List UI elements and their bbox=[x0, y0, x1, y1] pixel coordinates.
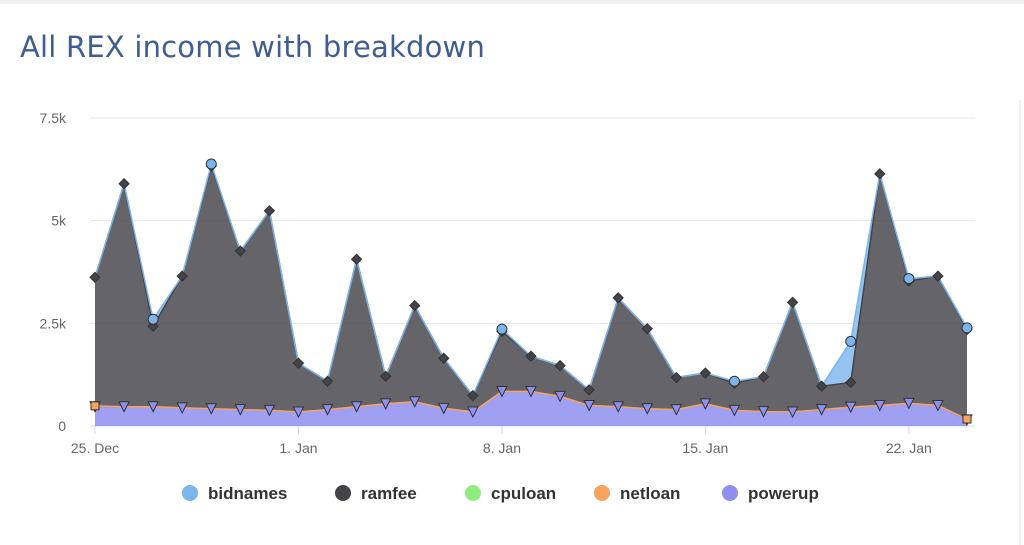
y-tick-label: 0 bbox=[58, 418, 66, 434]
area-powerup bbox=[95, 391, 967, 426]
legend-swatch bbox=[335, 485, 351, 501]
area-ramfee bbox=[95, 166, 967, 419]
point-powerup[interactable] bbox=[554, 390, 566, 403]
series-areas bbox=[95, 164, 967, 426]
legend-swatch bbox=[465, 485, 481, 501]
point-ramfee[interactable] bbox=[118, 177, 130, 190]
legend-swatch bbox=[722, 485, 738, 501]
point-powerup[interactable] bbox=[205, 403, 218, 415]
point-netloan[interactable] bbox=[962, 414, 972, 424]
point-ramfee[interactable] bbox=[89, 271, 101, 284]
point-powerup[interactable] bbox=[379, 398, 392, 410]
point-powerup[interactable] bbox=[496, 386, 508, 398]
point-bidnames[interactable] bbox=[903, 273, 915, 285]
point-powerup[interactable] bbox=[757, 406, 770, 418]
point-powerup[interactable] bbox=[467, 406, 479, 419]
x-tick-label: 1. Jan bbox=[279, 440, 317, 456]
legend-item-cpuloan[interactable]: cpuloan bbox=[465, 484, 556, 503]
point-powerup[interactable] bbox=[292, 406, 305, 419]
point-ramfee[interactable] bbox=[438, 352, 450, 364]
point-bidnames[interactable] bbox=[728, 375, 740, 387]
x-tick-label: 25. Dec bbox=[71, 440, 119, 456]
point-powerup[interactable] bbox=[263, 404, 276, 417]
point-bidnames[interactable] bbox=[147, 313, 159, 325]
point-ramfee[interactable] bbox=[409, 299, 421, 312]
point-ramfee[interactable] bbox=[932, 270, 944, 282]
legend-label: cpuloan bbox=[491, 484, 556, 503]
x-tick-label: 8. Jan bbox=[483, 440, 521, 456]
point-powerup[interactable] bbox=[408, 396, 421, 408]
point-powerup[interactable] bbox=[932, 399, 944, 412]
point-bidnames[interactable] bbox=[496, 323, 508, 335]
point-powerup[interactable] bbox=[786, 406, 799, 419]
point-ramfee[interactable] bbox=[554, 359, 566, 372]
point-ramfee[interactable] bbox=[786, 296, 799, 309]
y-tick-label: 7.5k bbox=[40, 110, 67, 126]
point-powerup[interactable] bbox=[641, 403, 654, 415]
point-powerup[interactable] bbox=[612, 401, 625, 413]
point-ramfee[interactable] bbox=[757, 371, 770, 383]
point-bidnames[interactable] bbox=[845, 335, 857, 347]
x-axis: 25. Dec 1. Jan 8. Jan 15. Jan 22. Jan bbox=[71, 426, 932, 456]
point-ramfee[interactable] bbox=[234, 245, 247, 257]
point-powerup[interactable] bbox=[118, 401, 130, 413]
point-ramfee[interactable] bbox=[263, 205, 276, 217]
point-powerup[interactable] bbox=[234, 404, 247, 416]
point-powerup[interactable] bbox=[903, 397, 915, 410]
legend-item-powerup[interactable]: powerup bbox=[722, 484, 819, 503]
point-powerup[interactable] bbox=[525, 386, 537, 398]
legend-swatch bbox=[594, 485, 610, 501]
point-powerup[interactable] bbox=[699, 398, 712, 410]
point-ramfee[interactable] bbox=[292, 357, 305, 369]
chart-title: All REX income with breakdown bbox=[20, 30, 486, 64]
x-tick-label: 15. Jan bbox=[682, 440, 728, 456]
series-markers bbox=[89, 158, 973, 426]
point-powerup[interactable] bbox=[583, 399, 595, 412]
y-tick-label: 2.5k bbox=[40, 315, 67, 331]
point-ramfee[interactable] bbox=[874, 168, 886, 180]
legend-swatch bbox=[182, 485, 198, 501]
point-ramfee[interactable] bbox=[641, 322, 653, 335]
point-bidnames[interactable] bbox=[205, 158, 217, 170]
point-powerup[interactable] bbox=[670, 404, 683, 416]
point-netloan[interactable] bbox=[90, 401, 100, 411]
y-tick-label: 5k bbox=[51, 213, 67, 229]
point-powerup[interactable] bbox=[321, 404, 334, 416]
legend-item-ramfee[interactable]: ramfee bbox=[335, 484, 417, 503]
point-ramfee[interactable] bbox=[379, 370, 392, 383]
legend-label: powerup bbox=[748, 484, 819, 503]
point-powerup[interactable] bbox=[728, 404, 741, 417]
point-powerup[interactable] bbox=[176, 402, 189, 415]
point-ramfee[interactable] bbox=[583, 384, 595, 396]
right-divider bbox=[1019, 100, 1021, 545]
legend-label: bidnames bbox=[208, 484, 287, 503]
top-divider bbox=[0, 0, 1024, 4]
x-tick-label: 22. Jan bbox=[886, 440, 932, 456]
point-powerup[interactable] bbox=[147, 401, 159, 413]
point-ramfee[interactable] bbox=[321, 375, 334, 387]
point-ramfee[interactable] bbox=[699, 367, 712, 379]
legend: bidnames ramfee cpuloan netloan powerup bbox=[182, 484, 819, 503]
point-ramfee[interactable] bbox=[467, 389, 479, 402]
point-ramfee[interactable] bbox=[845, 376, 857, 389]
point-powerup[interactable] bbox=[844, 401, 857, 414]
legend-label: netloan bbox=[620, 484, 680, 503]
legend-label: ramfee bbox=[361, 484, 417, 503]
legend-item-bidnames[interactable]: bidnames bbox=[182, 484, 287, 503]
y-axis: 0 2.5k 5k 7.5k bbox=[40, 110, 67, 434]
point-ramfee[interactable] bbox=[815, 380, 828, 392]
point-ramfee[interactable] bbox=[176, 270, 188, 282]
legend-item-netloan[interactable]: netloan bbox=[594, 484, 680, 503]
point-ramfee[interactable] bbox=[350, 253, 363, 265]
point-bidnames[interactable] bbox=[961, 322, 973, 334]
point-ramfee[interactable] bbox=[612, 292, 624, 304]
point-powerup[interactable] bbox=[350, 401, 363, 413]
point-ramfee[interactable] bbox=[525, 350, 537, 362]
point-powerup[interactable] bbox=[815, 404, 828, 416]
point-powerup[interactable] bbox=[873, 399, 886, 412]
point-ramfee[interactable] bbox=[670, 371, 683, 384]
point-powerup[interactable] bbox=[437, 402, 450, 415]
